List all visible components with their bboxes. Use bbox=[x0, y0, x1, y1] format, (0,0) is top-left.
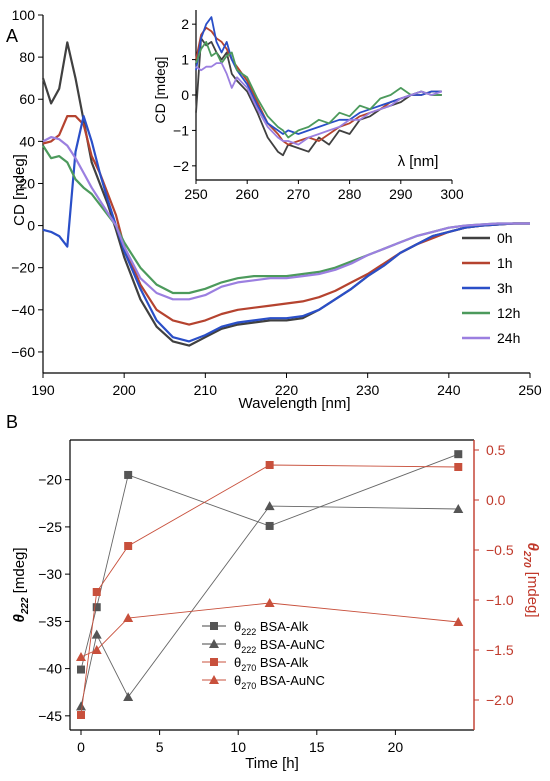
panel-label-a: A bbox=[6, 26, 18, 46]
plot-a-inset: 250 260 270 280 290 300 −2 −1 0 1 2 λ [nm] CD [mdeg] bbox=[152, 10, 464, 202]
right-y-tick-label: −2.0 bbox=[486, 692, 514, 708]
legend-label-12h: 12h bbox=[497, 305, 520, 321]
plot-b-theta-time: 0 5 10 15 20 −45 −40 −35 −30 −25 −20 −2.0 −1.5 −1.0 −0… bbox=[11, 439, 541, 772]
legend-label-1: θ222 BSA-Alk bbox=[234, 619, 309, 637]
data-point-2 bbox=[123, 691, 134, 701]
plot-a-cd-spectra: 190 200 210 220 230 240 250−60−40−200204060801… bbox=[11, 7, 542, 412]
right-y-tick-label: 0.0 bbox=[486, 492, 506, 508]
x-tick-label: 230 bbox=[356, 382, 380, 398]
inset-y-tick-label: −2 bbox=[173, 158, 189, 174]
data-point-3 bbox=[92, 588, 101, 596]
legend-marker-2 bbox=[209, 639, 219, 648]
left-y-tick-label: −35 bbox=[38, 613, 62, 629]
inset-x-tick-label: 280 bbox=[338, 186, 362, 202]
y-tick-label: 40 bbox=[19, 133, 35, 149]
data-point-4 bbox=[76, 652, 87, 661]
y-tick-label: −20 bbox=[11, 260, 35, 276]
inset-x-tick-label: 300 bbox=[440, 186, 464, 202]
data-point-4 bbox=[123, 613, 134, 622]
data-point-1 bbox=[124, 470, 133, 479]
data-point-1 bbox=[454, 450, 463, 459]
y-tick-label: 0 bbox=[27, 218, 35, 234]
right-axis-title: θ270 [mdeg] bbox=[521, 542, 541, 617]
data-point-3 bbox=[454, 463, 463, 471]
legend-label-1h: 1h bbox=[497, 255, 513, 271]
data-point-2 bbox=[453, 503, 464, 513]
data-point-3 bbox=[265, 461, 274, 469]
series-line-1h bbox=[42, 114, 530, 326]
left-y-tick-label: −20 bbox=[38, 472, 62, 488]
legend-label-3h: 3h bbox=[497, 280, 513, 296]
legend-label-4: θ270 BSA-AuNC bbox=[234, 673, 325, 691]
y-tick-label: 60 bbox=[19, 91, 35, 107]
data-point-3 bbox=[77, 711, 86, 719]
inset-x-tick-label: 270 bbox=[287, 186, 311, 202]
data-point-2 bbox=[76, 701, 87, 711]
inset-y-tick-label: 0 bbox=[181, 87, 189, 103]
series-line-24h bbox=[42, 136, 530, 301]
y-axis-title: CD [mdeg] bbox=[11, 154, 28, 226]
left-y-tick-label: −40 bbox=[38, 661, 62, 677]
x-tick-label: 190 bbox=[31, 382, 55, 398]
y-tick-label: −40 bbox=[11, 302, 35, 318]
inset-y-tick-label: −1 bbox=[173, 122, 189, 138]
inset-y-tick-label: 1 bbox=[181, 52, 189, 68]
legend-marker-1 bbox=[210, 622, 218, 630]
left-y-tick-label: −25 bbox=[38, 519, 62, 535]
data-point-1 bbox=[77, 665, 86, 674]
x-axis-title: Time [h] bbox=[245, 755, 299, 772]
x-tick-label: 10 bbox=[230, 739, 246, 755]
data-point-2 bbox=[264, 501, 275, 511]
x-tick-label: 15 bbox=[309, 739, 325, 755]
x-tick-label: 0 bbox=[77, 739, 85, 755]
inset-series-line-3h bbox=[195, 16, 442, 135]
left-y-tick-label: −30 bbox=[38, 566, 62, 582]
inset-series-line-24h bbox=[195, 62, 443, 146]
legend-marker-3 bbox=[210, 658, 218, 666]
right-y-tick-label: −1.5 bbox=[486, 642, 514, 658]
left-y-tick-label: −45 bbox=[38, 708, 62, 724]
inset-x-tick-label: 290 bbox=[389, 186, 413, 202]
panel-label-b: B bbox=[6, 412, 18, 432]
x-tick-label: 240 bbox=[437, 382, 461, 398]
x-tick-label: 200 bbox=[112, 382, 136, 398]
x-tick-label: 5 bbox=[156, 739, 164, 755]
inset-y-tick-label: 2 bbox=[181, 16, 189, 32]
inset-series-line-12h bbox=[195, 41, 442, 139]
series-line-3h bbox=[42, 114, 530, 343]
y-tick-label: 80 bbox=[19, 49, 35, 65]
right-y-tick-label: −0.5 bbox=[486, 542, 514, 558]
inset-y-axis-title: CD [mdeg] bbox=[152, 57, 168, 124]
inset-x-tick-label: 250 bbox=[184, 186, 208, 202]
x-tick-label: 210 bbox=[194, 382, 218, 398]
inset-x-axis-title: λ [nm] bbox=[398, 153, 439, 170]
data-point-1 bbox=[92, 603, 101, 612]
right-y-tick-label: −1.0 bbox=[486, 592, 514, 608]
inset-x-tick-label: 260 bbox=[236, 186, 260, 202]
data-point-3 bbox=[124, 542, 133, 550]
legend-label-24h: 24h bbox=[497, 330, 520, 346]
legend-label-3: θ270 BSA-Alk bbox=[234, 655, 309, 673]
legend-marker-4 bbox=[209, 675, 219, 684]
data-point-2 bbox=[91, 629, 102, 639]
data-point-4 bbox=[264, 598, 275, 607]
right-y-tick-label: 0.5 bbox=[486, 442, 506, 458]
data-point-4 bbox=[453, 617, 464, 626]
y-tick-label: 100 bbox=[12, 7, 36, 23]
y-tick-label: 20 bbox=[19, 175, 35, 191]
x-tick-label: 250 bbox=[518, 382, 542, 398]
x-axis-title: Wavelength [nm] bbox=[239, 395, 351, 412]
data-point-1 bbox=[265, 521, 274, 530]
x-tick-label: 220 bbox=[275, 382, 299, 398]
left-axis-title: θ222 [mdeg] bbox=[11, 547, 31, 622]
legend-label-2: θ222 BSA-AuNC bbox=[234, 637, 325, 655]
x-tick-label: 20 bbox=[388, 739, 404, 755]
data-point-4 bbox=[91, 645, 102, 654]
y-tick-label: −60 bbox=[11, 344, 35, 360]
legend-label-0h: 0h bbox=[497, 230, 513, 246]
